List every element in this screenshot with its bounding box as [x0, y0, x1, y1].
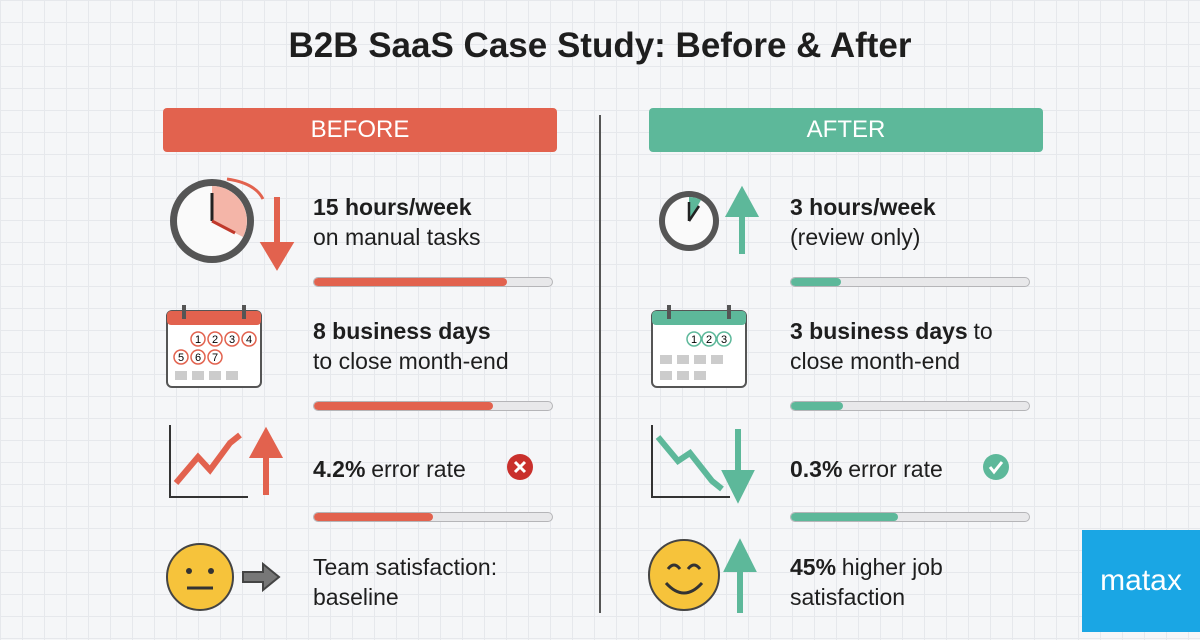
text-line: 15 hours/week	[313, 192, 573, 222]
day-circle	[190, 331, 206, 347]
title: B2B SaaS Case Study: Before & After	[288, 26, 912, 65]
day-number: 2	[706, 334, 712, 346]
after-header: AFTER	[649, 108, 1043, 152]
day-number: 4	[246, 334, 252, 346]
text-segment: on manual tasks	[313, 224, 481, 250]
calendar-icon: 1 2 3 4 5 6 7	[166, 305, 262, 388]
before-header: BEFORE	[163, 108, 557, 152]
day-number: 2	[212, 334, 218, 346]
text-line: (review only)	[790, 222, 1050, 252]
check-icon	[983, 454, 1009, 480]
logo: matax	[1082, 530, 1200, 632]
smile-face-icon	[648, 538, 757, 613]
chart-up-icon	[169, 425, 284, 498]
clock-icon	[170, 177, 295, 271]
day-number: 7	[212, 352, 218, 364]
day-circle	[701, 331, 717, 347]
text-line: baseline	[313, 582, 573, 612]
day-circle	[224, 331, 240, 347]
text-segment: higher job	[841, 554, 943, 580]
day-number: 1	[195, 334, 201, 346]
text-line: satisfaction	[790, 582, 1050, 612]
text-segment: baseline	[313, 584, 399, 610]
text-line: on manual tasks	[313, 222, 573, 252]
text-line: 8 business days	[313, 316, 573, 346]
text-segment: 15 hours/week	[313, 194, 472, 220]
progress-track	[790, 277, 1030, 287]
text-segment: 4.2%	[313, 456, 366, 482]
chart-down-icon	[651, 425, 755, 504]
text-line: Team satisfaction:	[313, 552, 573, 582]
text-segment: close month-end	[790, 348, 961, 374]
text-segment: to close month-end	[313, 348, 509, 374]
progress-fill	[791, 402, 844, 410]
day-number: 3	[229, 334, 235, 346]
text-segment: 0.3%	[790, 456, 843, 482]
progress-track	[790, 512, 1030, 522]
item-text: 15 hours/week on manual tasks	[313, 192, 573, 252]
day-number: 3	[721, 334, 727, 346]
item-text: 3 hours/week (review only)	[790, 192, 1050, 252]
day-circle	[207, 349, 223, 365]
progress-fill	[314, 278, 507, 286]
progress-track	[313, 401, 553, 411]
progress-track	[313, 512, 553, 522]
item-text: 45% higher job satisfaction	[790, 552, 1050, 612]
day-number: 6	[195, 352, 201, 364]
day-circle	[716, 331, 732, 347]
day-circle	[207, 331, 223, 347]
text-line: close month-end	[790, 346, 1050, 376]
progress-fill	[314, 513, 433, 521]
text-line: 45% higher job	[790, 552, 1050, 582]
item-text: Team satisfaction: baseline	[313, 552, 573, 612]
text-segment: error rate	[848, 456, 943, 482]
text-segment: error rate	[371, 456, 466, 482]
progress-fill	[791, 278, 841, 286]
item-text: 8 business days to close month-end	[313, 316, 573, 376]
day-number: 1	[691, 334, 697, 346]
text-line: 3 business days to	[790, 316, 1050, 346]
item-text: 3 business days to close month-end	[790, 316, 1050, 376]
day-circle	[173, 349, 189, 365]
item-text: 0.3% error rate	[790, 454, 1050, 484]
text-segment: 3 business days	[790, 318, 968, 344]
day-number: 5	[178, 352, 184, 364]
text-line: to close month-end	[313, 346, 573, 376]
neutral-face-icon	[166, 543, 281, 611]
clock-icon	[659, 185, 760, 254]
text-line: 0.3% error rate	[790, 454, 1050, 484]
day-circle	[241, 331, 257, 347]
text-segment: (review only)	[790, 224, 921, 250]
text-segment: 45%	[790, 554, 837, 580]
cross-icon	[507, 454, 533, 480]
text-segment: satisfaction	[790, 584, 906, 610]
progress-track	[790, 401, 1030, 411]
text-segment: to	[973, 318, 993, 344]
text-segment: 8 business days	[313, 318, 491, 344]
divider	[599, 115, 601, 613]
text-segment: 3 hours/week	[790, 194, 936, 220]
progress-track	[313, 277, 553, 287]
text-segment: Team satisfaction:	[313, 554, 498, 580]
item-text: 4.2% error rate	[313, 454, 573, 484]
text-line: 3 hours/week	[790, 192, 1050, 222]
day-circle	[686, 331, 702, 347]
day-circle	[190, 349, 206, 365]
text-line: 4.2% error rate	[313, 454, 573, 484]
progress-fill	[791, 513, 899, 521]
progress-fill	[314, 402, 493, 410]
